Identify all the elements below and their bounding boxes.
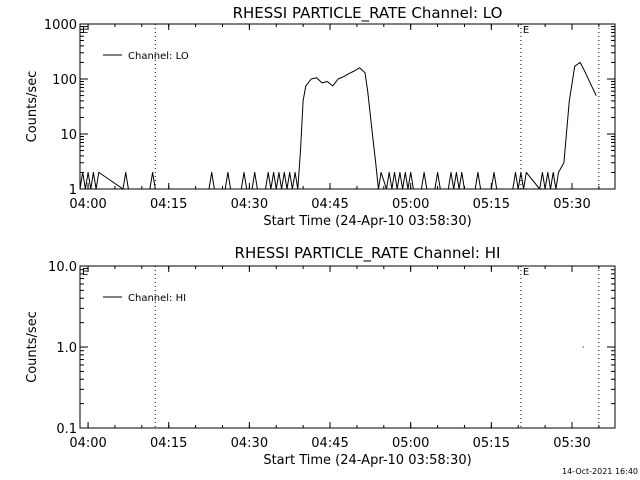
plot-frame (79, 23, 616, 190)
x-tick-label: 05:30 (553, 197, 590, 212)
x-tick-label: 04:15 (150, 436, 187, 451)
legend-label: Channel: HI (128, 293, 186, 304)
x-tick-label: 04:45 (311, 436, 348, 451)
y-tick-label: 0.1 (56, 422, 77, 437)
y-tick-label: 10.0 (48, 260, 77, 275)
y-tick-label: 100 (52, 73, 77, 88)
y-axis-label: Counts/sec (25, 71, 40, 143)
chart-title: RHESSI PARTICLE_RATE Channel: HI (235, 244, 501, 263)
footer-timestamp: 14-Oct-2021 16:40 (562, 467, 638, 476)
x-tick-label: 04:00 (69, 197, 106, 212)
x-tick-label: 05:00 (392, 197, 429, 212)
y-tick-label: 1.0 (56, 341, 77, 356)
series-line (79, 61, 597, 190)
x-tick-label: 05:15 (473, 197, 510, 212)
y-axis-label: Counts/sec (25, 311, 40, 383)
lo-channel-panel: RHESSI PARTICLE_RATE Channel: LO 04:00 04:… (25, 4, 616, 229)
x-tick-label: 04:30 (231, 436, 268, 451)
x-tick-label: 05:15 (473, 436, 510, 451)
x-axis-label: Start Time (24-Apr-10 03:58:30) (263, 214, 471, 229)
x-tick-label: 05:30 (553, 436, 590, 451)
y-tick-label: 1 (69, 183, 77, 198)
x-tick-label: 04:45 (311, 197, 348, 212)
legend-label: Channel: LO (128, 51, 189, 62)
corner-label: E (82, 267, 88, 278)
x-tick-label: 04:15 (150, 197, 187, 212)
x-tick-label: 04:00 (69, 436, 106, 451)
y-tick-label: 1000 (44, 18, 77, 33)
chart-title: RHESSI PARTICLE_RATE Channel: LO (233, 4, 503, 23)
y-tick-label: 10 (60, 128, 77, 143)
time-marker-label: E (523, 25, 529, 36)
x-axis-label: Start Time (24-Apr-10 03:58:30) (263, 453, 471, 468)
time-marker-label: E (523, 267, 529, 278)
plot-frame (79, 265, 616, 429)
corner-label: E (82, 25, 88, 36)
hi-channel-panel: RHESSI PARTICLE_RATE Channel: HI 04:00 04:… (25, 244, 616, 468)
x-tick-label: 04:30 (231, 197, 268, 212)
x-tick-label: 05:00 (392, 436, 429, 451)
